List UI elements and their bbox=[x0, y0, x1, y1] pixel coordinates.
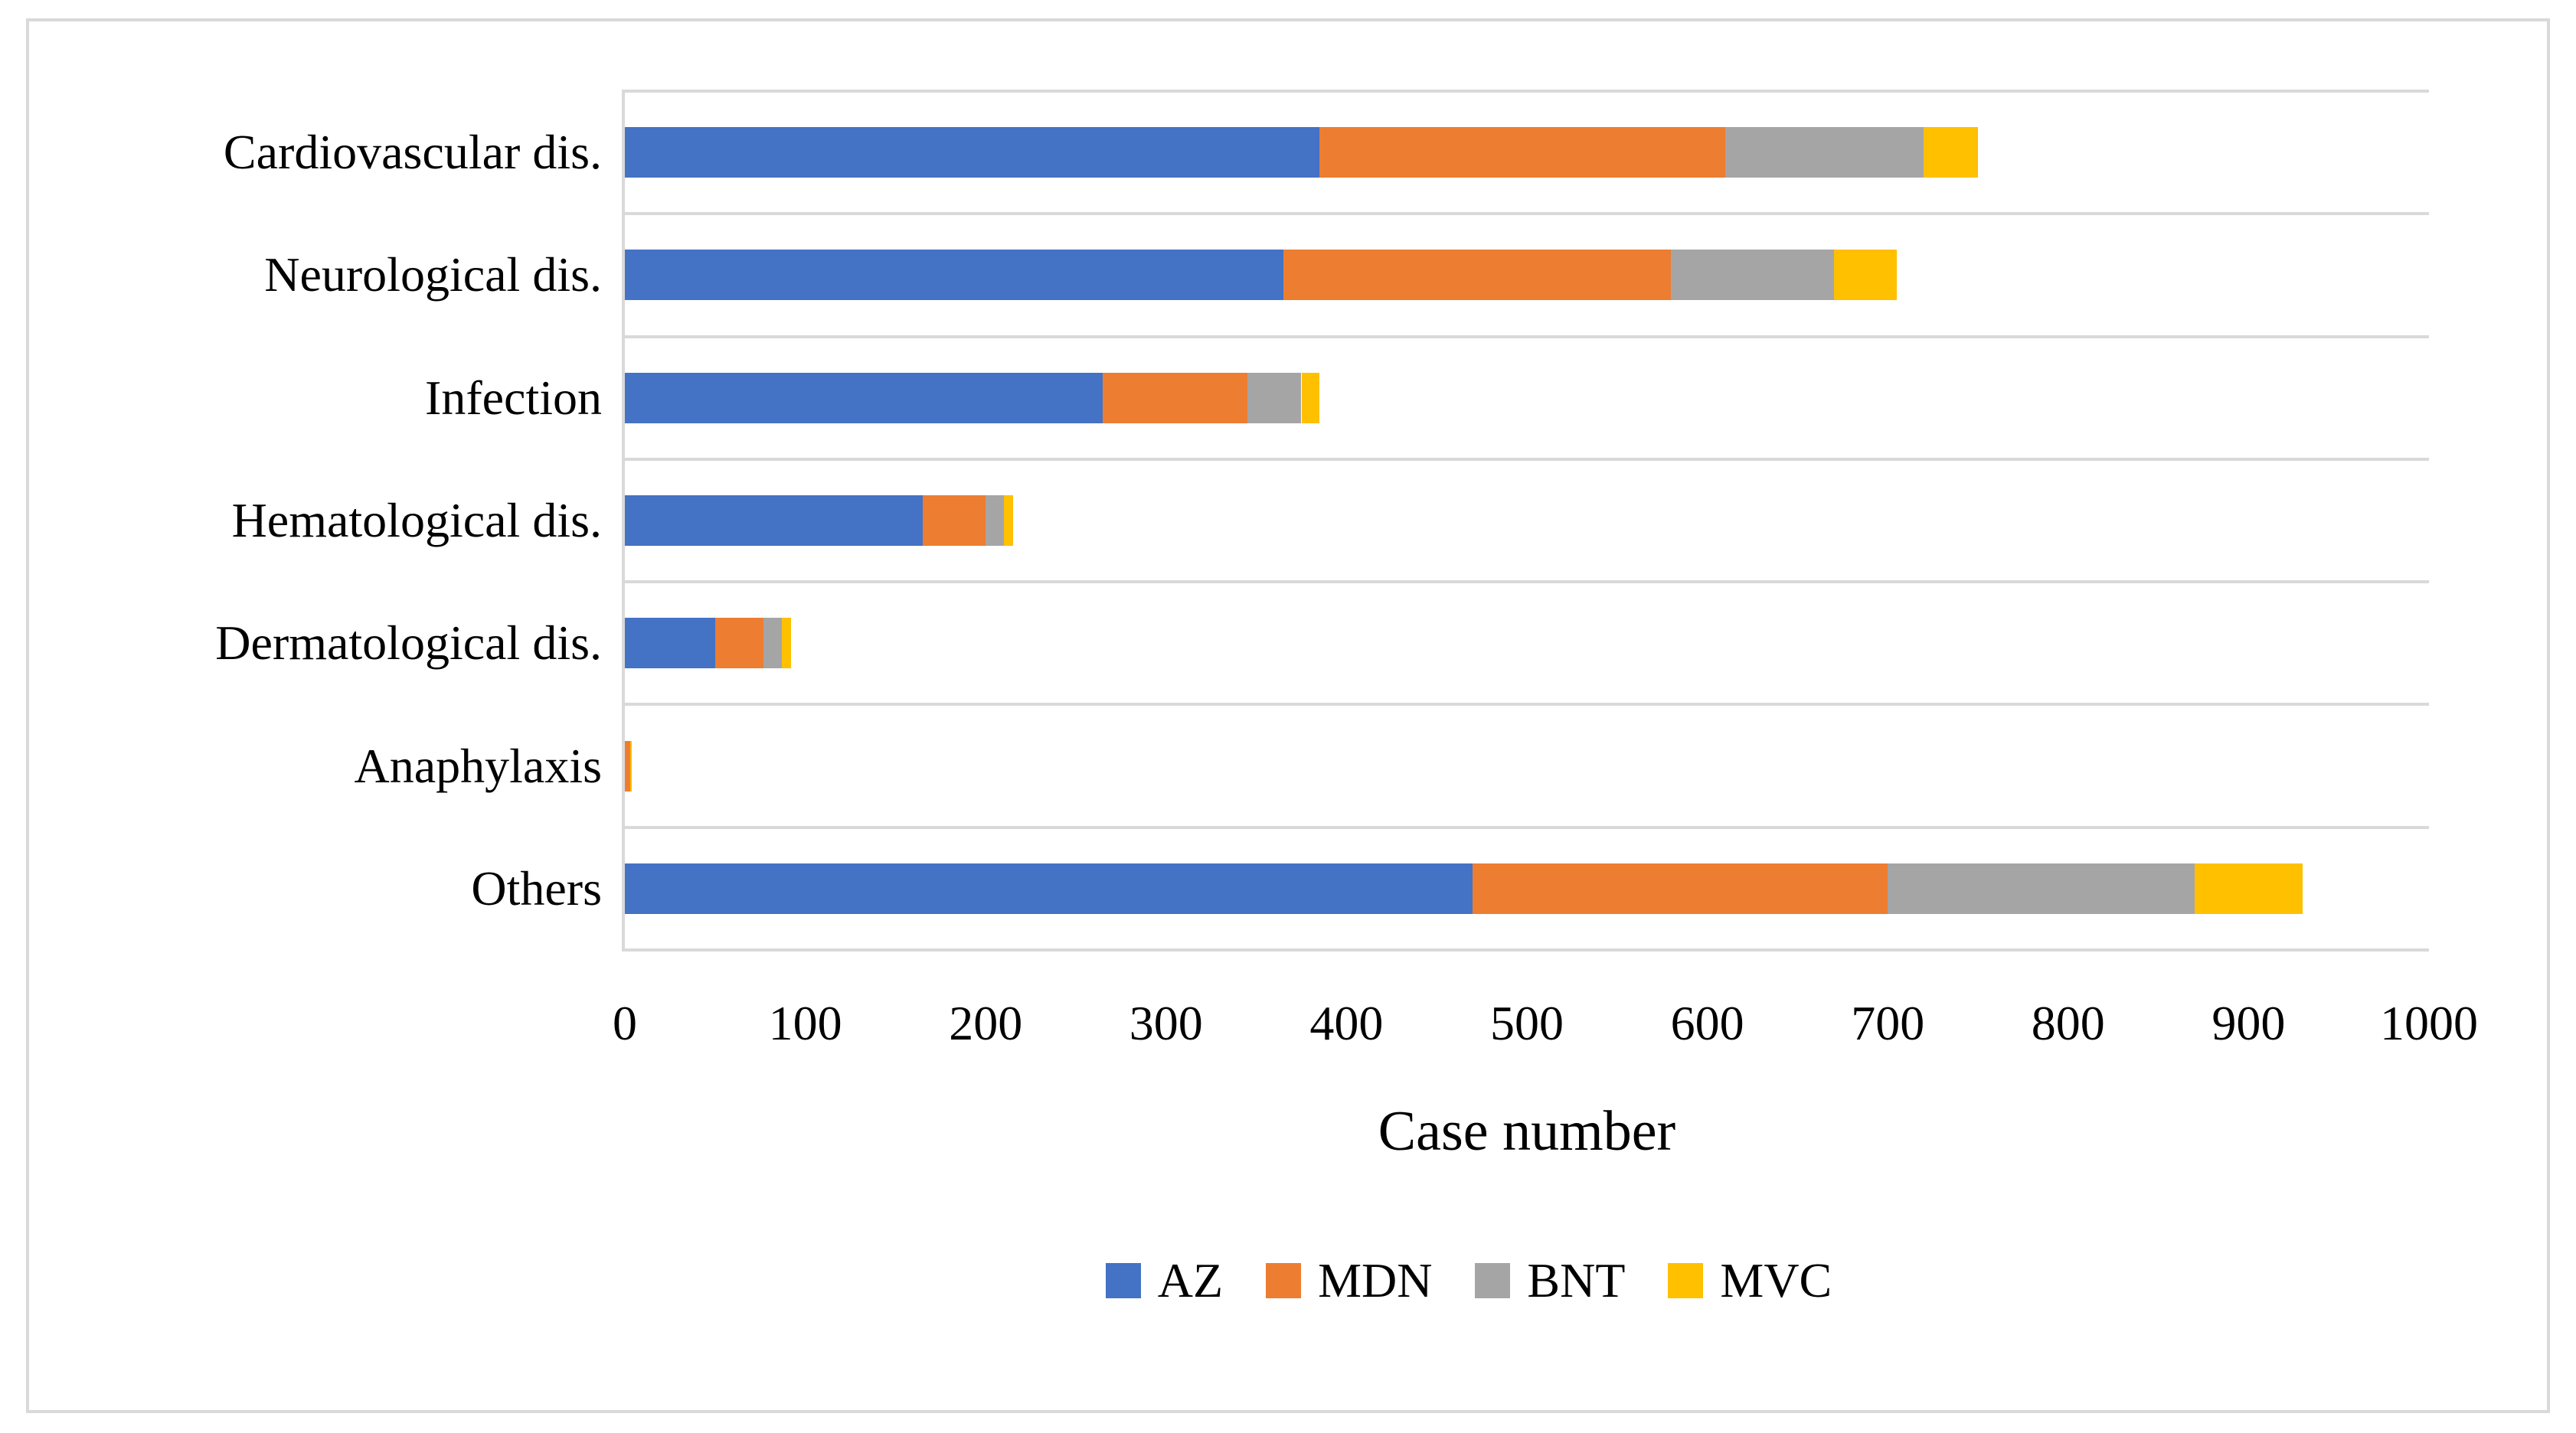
bar-segment-az bbox=[625, 618, 715, 669]
legend-item-mdn: MDN bbox=[1266, 1254, 1432, 1307]
x-axis-title: Case number bbox=[1378, 1100, 1676, 1163]
bar-segment-az bbox=[625, 863, 1473, 914]
legend-label: BNT bbox=[1527, 1253, 1626, 1307]
x-tick-label: 400 bbox=[1309, 996, 1384, 1050]
legend-item-bnt: BNT bbox=[1475, 1254, 1625, 1307]
row-gridline bbox=[625, 580, 2429, 584]
legend: AZ MDN BNT MVC bbox=[567, 1254, 2371, 1307]
legend-swatch-bnt bbox=[1475, 1263, 1511, 1298]
y-axis-line bbox=[622, 90, 625, 952]
category-label: Neurological dis. bbox=[264, 247, 602, 302]
x-axis-line bbox=[625, 948, 2429, 952]
bar-segment-mdn bbox=[922, 495, 986, 546]
x-tick-label: 200 bbox=[949, 996, 1023, 1050]
bar-segment-bnt bbox=[1247, 372, 1302, 423]
x-tick-label: 700 bbox=[1851, 996, 1925, 1050]
bar-segment-bnt bbox=[1725, 127, 1924, 178]
bar-segment-mdn bbox=[1103, 372, 1247, 423]
category-label: Cardiovascular dis. bbox=[223, 125, 602, 180]
legend-item-az: AZ bbox=[1105, 1253, 1224, 1307]
row-gridline bbox=[625, 703, 2429, 707]
row-gridline bbox=[625, 825, 2429, 829]
bar-segment-bnt bbox=[763, 618, 782, 669]
row-gridline bbox=[625, 90, 2429, 93]
legend-swatch-az bbox=[1105, 1263, 1141, 1298]
bar-segment-az bbox=[625, 372, 1103, 423]
legend-label: MVC bbox=[1720, 1253, 1832, 1307]
bar-segment-az bbox=[625, 250, 1283, 301]
bar-segment-bnt bbox=[1888, 863, 2195, 914]
bar-segment-az bbox=[625, 127, 1320, 178]
category-label: Others bbox=[471, 860, 602, 916]
category-label: Anaphylaxis bbox=[354, 738, 603, 793]
bar-segment-mvc bbox=[2194, 863, 2303, 914]
category-label: Dermatological dis. bbox=[215, 615, 602, 671]
bar-segment-bnt bbox=[986, 495, 1004, 546]
bar-segment-mdn bbox=[714, 618, 764, 669]
bar-segment-mvc bbox=[781, 618, 791, 669]
legend-label: AZ bbox=[1157, 1253, 1224, 1307]
legend-label: MDN bbox=[1318, 1253, 1433, 1307]
row-gridline bbox=[625, 335, 2429, 338]
legend-swatch-mdn bbox=[1266, 1263, 1302, 1298]
bar-segment-mdn bbox=[1473, 863, 1888, 914]
row-gridline bbox=[625, 457, 2429, 461]
bar-segment-mdn bbox=[625, 740, 631, 792]
bar-segment-mvc bbox=[1924, 127, 1978, 178]
chart-border-frame bbox=[26, 18, 2550, 1413]
bar-segment-mvc bbox=[1003, 495, 1013, 546]
bar-segment-mdn bbox=[1319, 127, 1726, 178]
bar-segment-mvc bbox=[1301, 372, 1320, 423]
x-tick-label: 0 bbox=[613, 996, 637, 1050]
x-tick-label: 800 bbox=[2031, 996, 2105, 1050]
bar-segment-mvc bbox=[630, 740, 633, 792]
legend-item-mvc: MVC bbox=[1668, 1254, 1832, 1307]
x-tick-label: 100 bbox=[768, 996, 842, 1050]
category-label: Infection bbox=[425, 370, 602, 425]
row-gridline bbox=[625, 212, 2429, 216]
bar-segment-mdn bbox=[1283, 250, 1672, 301]
x-tick-label: 900 bbox=[2212, 996, 2286, 1050]
x-tick-label: 500 bbox=[1490, 996, 1564, 1050]
x-tick-label: 600 bbox=[1670, 996, 1744, 1050]
legend-swatch-mvc bbox=[1668, 1263, 1704, 1298]
x-tick-label: 1000 bbox=[2380, 996, 2478, 1050]
bar-segment-az bbox=[625, 495, 923, 546]
x-tick-label: 300 bbox=[1129, 996, 1203, 1050]
category-label: Hematological dis. bbox=[231, 493, 602, 547]
bar-segment-mvc bbox=[1833, 250, 1897, 301]
bar-segment-bnt bbox=[1671, 250, 1834, 301]
